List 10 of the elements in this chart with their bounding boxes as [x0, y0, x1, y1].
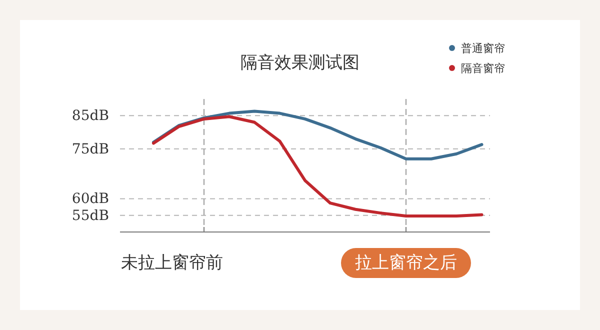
- legend-label: 普通窗帘: [461, 42, 505, 55]
- text: 拉上窗帘之后: [355, 253, 457, 273]
- line-series: [152, 115, 484, 218]
- y-tick-label: 55dB: [72, 208, 109, 224]
- y-tick-label: 85dB: [72, 108, 109, 124]
- text: 未拉上窗帘前: [121, 253, 223, 273]
- y-tick-label: 75dB: [72, 141, 109, 158]
- chart-title: 隔音效果测试图: [240, 53, 360, 73]
- legend-label: 隔音窗帘: [461, 62, 505, 75]
- y-tick-label: 60dB: [72, 191, 109, 208]
